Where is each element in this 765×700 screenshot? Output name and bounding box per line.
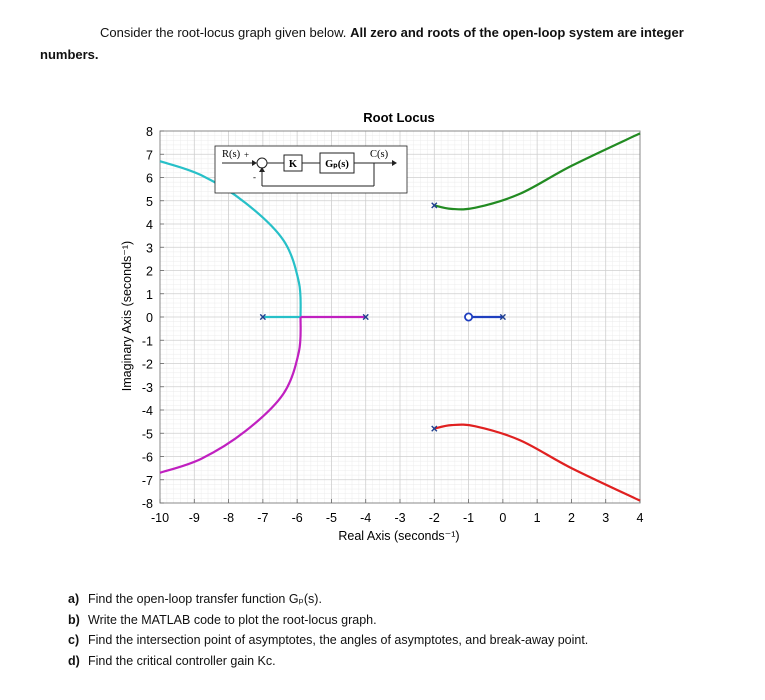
x-tick-label: -2 bbox=[429, 511, 440, 525]
zero-marker bbox=[464, 312, 474, 322]
locus-branch bbox=[434, 423, 641, 502]
pole-stroke bbox=[431, 425, 438, 432]
chart-title: Root Locus bbox=[363, 110, 435, 125]
y-tick-label: 4 bbox=[146, 218, 153, 232]
pole-stroke bbox=[431, 202, 438, 209]
question-text: Find the critical controller gain Kc. bbox=[88, 653, 276, 668]
pole-marker bbox=[431, 425, 438, 432]
x-tick-label: 1 bbox=[534, 511, 541, 525]
y-tick-label: 2 bbox=[146, 265, 153, 279]
question-item: a) Find the open-loop transfer function G… bbox=[68, 589, 588, 610]
y-tick-label: 0 bbox=[146, 311, 153, 325]
x-tick-label: -8 bbox=[223, 511, 234, 525]
x-tick-label: -3 bbox=[394, 511, 405, 525]
question-text: Find the open-loop transfer function Gₚ(… bbox=[88, 592, 322, 606]
locus-branch bbox=[434, 132, 641, 211]
y-tick-label: -3 bbox=[142, 381, 153, 395]
summing-plus-label: + bbox=[244, 150, 249, 160]
locus-branch bbox=[159, 316, 302, 474]
y-tick-label: 8 bbox=[146, 125, 153, 139]
pole-stroke bbox=[362, 313, 369, 321]
question-letter: a) bbox=[68, 592, 80, 606]
pole-marker bbox=[431, 202, 438, 209]
x-axis-label: Real Axis (seconds⁻¹) bbox=[338, 529, 459, 543]
x-tick-label: -4 bbox=[360, 511, 371, 525]
locus-branch bbox=[159, 160, 302, 318]
x-tick-label: -10 bbox=[151, 511, 169, 525]
question-text: Find the intersection point of asymptote… bbox=[88, 633, 589, 647]
y-tick-label: -6 bbox=[142, 451, 153, 465]
y-tick-label: -5 bbox=[142, 427, 153, 441]
y-tick-label: 3 bbox=[146, 241, 153, 255]
summing-junction bbox=[256, 157, 268, 169]
y-tick-label: 1 bbox=[146, 288, 153, 302]
y-tick-label: -8 bbox=[142, 497, 153, 511]
pole-marker bbox=[499, 313, 506, 321]
pole-marker bbox=[259, 313, 266, 321]
y-tick-label: -4 bbox=[142, 404, 153, 418]
questions-list: a) Find the open-loop transfer function G… bbox=[68, 589, 588, 671]
x-tick-label: 4 bbox=[637, 511, 644, 525]
x-tick-label: -7 bbox=[257, 511, 268, 525]
x-tick-label: 2 bbox=[568, 511, 575, 525]
question-item: d) Find the critical controller gain Kc. bbox=[68, 651, 588, 672]
pole-stroke bbox=[499, 313, 506, 321]
summing-minus-label: - bbox=[253, 172, 256, 182]
output-label: C(s) bbox=[370, 149, 389, 160]
question-letter: b) bbox=[68, 612, 80, 627]
question-letter: d) bbox=[68, 653, 80, 668]
y-tick-label: 7 bbox=[146, 148, 153, 162]
plant-label: Gₚ(s) bbox=[325, 159, 349, 170]
question-item: c) Find the intersection point of asympto… bbox=[68, 630, 588, 651]
y-tick-label: -2 bbox=[142, 358, 153, 372]
problem-statement: Consider the root-locus graph given belo… bbox=[40, 22, 730, 66]
controller-label: K bbox=[289, 159, 298, 170]
x-tick-label: -6 bbox=[292, 511, 303, 525]
y-axis-label: Imaginary Axis (seconds⁻¹) bbox=[120, 241, 134, 391]
y-tick-label: 6 bbox=[146, 172, 153, 186]
question-item: b) Write the MATLAB code to plot the root… bbox=[68, 610, 588, 631]
intro-plain-text: Consider the root-locus graph given belo… bbox=[100, 25, 347, 40]
y-tick-label: -1 bbox=[142, 334, 153, 348]
x-tick-label: -9 bbox=[189, 511, 200, 525]
y-tick-label: -7 bbox=[142, 474, 153, 488]
x-tick-label: 0 bbox=[499, 511, 506, 525]
pole-marker bbox=[362, 313, 369, 321]
intro-bold-text: All zero and roots of the open-loop syst… bbox=[40, 25, 684, 62]
y-tick-label: 5 bbox=[146, 195, 153, 209]
root-locus-chart: Root Locus -10 -9 -8 -7 -6 -5 -4 -3 -2 -1 0 1 2 3 4 87… bbox=[120, 110, 644, 543]
x-tick-label: -1 bbox=[463, 511, 474, 525]
pole-stroke bbox=[259, 313, 266, 321]
question-letter: c) bbox=[68, 633, 80, 647]
x-tick-label: 3 bbox=[602, 511, 609, 525]
input-label: R(s) bbox=[222, 149, 241, 160]
x-tick-label: -5 bbox=[326, 511, 337, 525]
block-diagram-inset: R(s) + K Gₚ(s) C(s) - bbox=[214, 145, 408, 194]
question-text: Write the MATLAB code to plot the root-l… bbox=[88, 612, 377, 627]
